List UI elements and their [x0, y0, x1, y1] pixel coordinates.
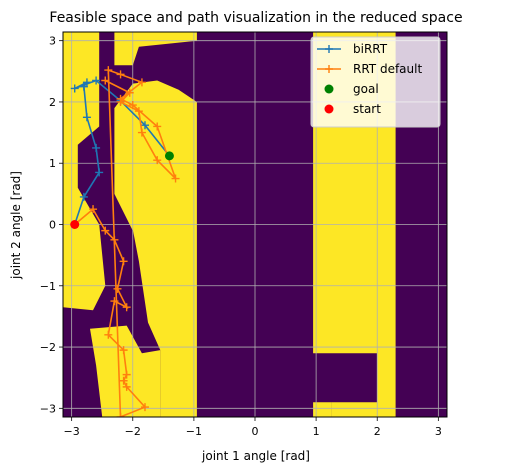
series-1-point-20 [153, 122, 162, 131]
series-0-point-4 [82, 113, 91, 122]
series-1-point-2 [101, 226, 110, 235]
legend-marker-1 [325, 65, 333, 73]
x-axis-label: joint 1 angle [rad] [201, 449, 310, 463]
x-tick-label-0: −3 [64, 425, 80, 438]
y-tick-label-3: 0 [49, 219, 56, 232]
x-tick-label-4: 1 [313, 425, 320, 438]
series-0-point-10 [140, 121, 149, 130]
series-goal [164, 151, 174, 161]
y-tick-label-6: 3 [49, 35, 56, 48]
series-1-point-7 [110, 297, 119, 306]
series-1-point-5 [113, 284, 122, 293]
series-1-point-1 [89, 205, 98, 214]
series-line-1 [74, 68, 177, 417]
series-1-point-10 [122, 370, 131, 379]
series-0-point-7 [70, 84, 79, 93]
chart-title: Feasible space and path visualization in… [49, 10, 462, 26]
legend-marker-3 [324, 104, 334, 114]
feasible-region-3 [90, 325, 161, 417]
legend: biRRT RRT default goal start [310, 36, 441, 128]
series-0-point-1 [79, 192, 88, 201]
series-start [70, 220, 80, 229]
y-tick-label-0: −3 [40, 402, 56, 415]
x-tick-label-6: 3 [435, 425, 442, 438]
series-1-point-15 [104, 66, 113, 75]
series-1-point-4 [119, 257, 128, 266]
legend-entry-2: goal [324, 82, 379, 96]
series-0-point-3 [92, 143, 101, 152]
series-1-point-3 [110, 235, 119, 244]
series-3-point-0 [70, 220, 80, 229]
series-0-point-6 [82, 78, 91, 87]
feasible-region-2 [114, 80, 197, 417]
series-1-point-11 [119, 376, 128, 385]
legend-marker-0 [325, 45, 333, 53]
series-1-point-16 [116, 70, 125, 79]
series-1-point-17 [137, 78, 146, 87]
x-tick-label-1: −2 [125, 425, 141, 438]
legend-label-2: goal [353, 82, 379, 96]
y-tick-label-1: −2 [40, 341, 56, 354]
series-1-point-23 [137, 128, 146, 137]
legend-label-0: biRRT [353, 42, 388, 56]
y-tick-label-2: −1 [40, 280, 56, 293]
legend-label-3: start [353, 102, 381, 116]
series-1-point-8 [104, 330, 113, 339]
series-1-point-13 [140, 403, 149, 412]
series-1-point-25 [116, 97, 125, 106]
y-axis-label: joint 2 angle [rad] [9, 171, 23, 280]
series-1-point-21 [171, 174, 180, 183]
legend-label-1: RRT default [353, 62, 422, 76]
legend-marker-2 [324, 84, 334, 94]
series-0-point-5 [79, 82, 88, 91]
series-1-point-19 [128, 101, 137, 110]
legend-box [310, 36, 441, 128]
x-tick-label-2: −1 [186, 425, 202, 438]
series-0-point-2 [95, 168, 104, 177]
series-rrt-default [70, 66, 180, 417]
legend-entry-3: start [324, 102, 381, 116]
series-1-point-9 [119, 346, 128, 355]
series-1-point-22 [153, 156, 162, 165]
x-tick-label-3: 0 [252, 425, 259, 438]
y-tick-label-5: 2 [49, 96, 56, 109]
y-tick-label-4: 1 [49, 157, 56, 170]
x-tick-label-5: 2 [374, 425, 381, 438]
series-2-point-0 [164, 151, 174, 161]
series-1-point-6 [122, 303, 131, 312]
series-0-point-8 [92, 76, 101, 85]
series-1-point-24 [134, 107, 143, 116]
series-1-point-27 [101, 76, 110, 85]
legend-entry-0: biRRT [317, 42, 388, 56]
feasible-region-5 [313, 402, 332, 417]
legend-entry-1: RRT default [317, 62, 422, 76]
series-1-point-12 [122, 382, 131, 391]
series-1-point-26 [125, 88, 134, 97]
